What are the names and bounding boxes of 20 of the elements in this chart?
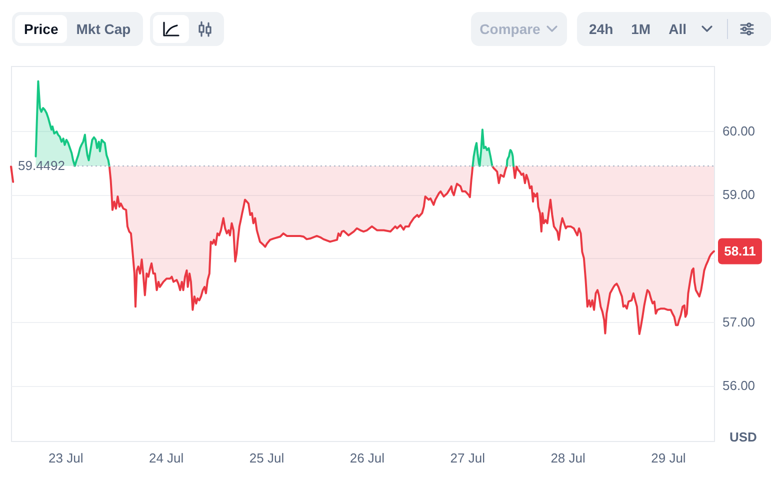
ref-line-label: 59.4492 bbox=[18, 158, 65, 174]
tab[interactable]: 24h bbox=[580, 15, 622, 43]
y-axis-title: USD bbox=[730, 430, 757, 444]
tab[interactable]: All bbox=[660, 15, 696, 43]
x-tick-label: 28 Jul bbox=[550, 450, 586, 466]
y-tick-label: 56.00 bbox=[722, 378, 756, 394]
y-tick-label: 57.00 bbox=[722, 314, 756, 330]
x-tick-label: 29 Jul bbox=[651, 450, 686, 466]
y-tick-label: 59.00 bbox=[722, 187, 756, 202]
tab[interactable]: 1M bbox=[622, 15, 660, 43]
x-tick-label: 25 Jul bbox=[249, 450, 284, 466]
x-tick-label: 23 Jul bbox=[48, 450, 84, 466]
x-tick-label: 26 Jul bbox=[350, 450, 385, 466]
x-tick-label: 24 Jul bbox=[148, 450, 184, 466]
y-tick-label: 60.00 bbox=[722, 123, 756, 138]
tab[interactable]: Mkt Cap bbox=[67, 15, 140, 43]
tab[interactable]: Price bbox=[15, 15, 68, 43]
x-tick-label: 27 Jul bbox=[450, 450, 486, 466]
toggle-button[interactable] bbox=[153, 15, 189, 43]
annotation: 58.11 bbox=[724, 243, 756, 258]
